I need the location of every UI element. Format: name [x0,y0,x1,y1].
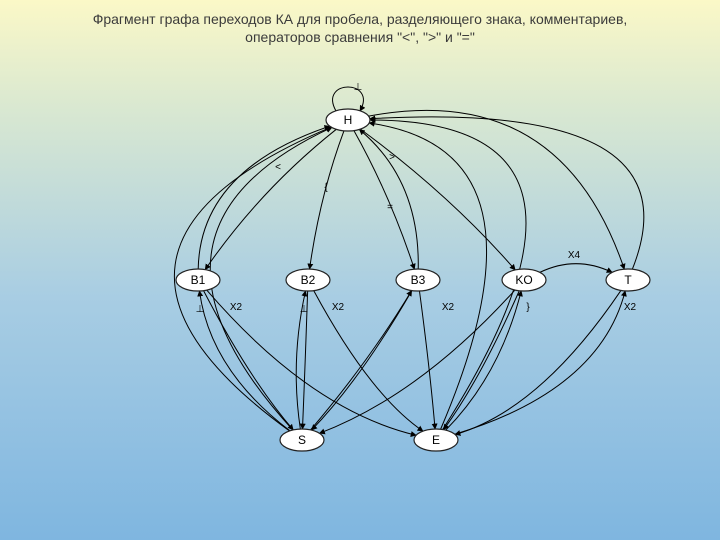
edge-E-H [370,120,526,430]
edge-H-T [369,110,625,269]
edge-T-H [370,117,644,269]
nodes-layer: H B1 B2 B3 KO T S E [176,109,650,451]
edges-layer [174,87,643,435]
node-H: H [326,109,370,131]
node-label-B2: B2 [301,273,316,287]
edge-label-B1-E: ⊥ [196,304,205,315]
node-label-S: S [298,433,306,447]
node-T: T [606,269,650,291]
node-label-KO: KO [515,273,532,287]
edge-label-B2-S: X2 [332,302,345,313]
node-label-T: T [624,273,632,287]
node-KO: KO [502,269,546,291]
graph-svg: H B1 B2 B3 KO T S E < { > = ⊥ X2 X2} ⊥ ⊥ X2 X2 X4 [0,0,720,540]
node-B1: B1 [176,269,220,291]
edge-label-H-B3: > [389,152,395,163]
edge-label-H-KO: = [387,202,393,213]
edge-label-B3-E: X2 [442,302,455,313]
edge-H-B3 [354,131,414,270]
edge-label-B1-S: X2 [230,302,243,313]
edge-KO-E [444,291,520,430]
node-E: E [414,429,458,451]
edge-label-H-T: ⊥ [354,82,363,93]
edge-B3-E [419,291,435,429]
edge-label-B2-E: ⊥ [300,304,309,315]
edge-B1-H [198,126,330,269]
edge-H-B2 [310,131,344,269]
node-B3: B3 [396,269,440,291]
edge-label-KO-T: X4 [568,250,581,261]
edge-KO-T [540,264,612,273]
node-B2: B2 [286,269,330,291]
node-label-E: E [432,433,440,447]
edge-label-T-E: X2 [624,302,637,313]
edge-H-B1 [205,129,336,269]
edge-H-KO [360,129,515,270]
node-label-B1: B1 [191,273,206,287]
edge-label-H-B2: { [324,182,328,193]
edge-label-H-B1: < [275,162,281,173]
node-label-H: H [344,113,353,127]
edge-label-KO-S: } [526,302,530,313]
node-S: S [280,429,324,451]
edge-E-T [455,291,625,434]
diagram-canvas: Фрагмент графа переходов КА для пробела,… [0,0,720,540]
node-label-B3: B3 [411,273,426,287]
